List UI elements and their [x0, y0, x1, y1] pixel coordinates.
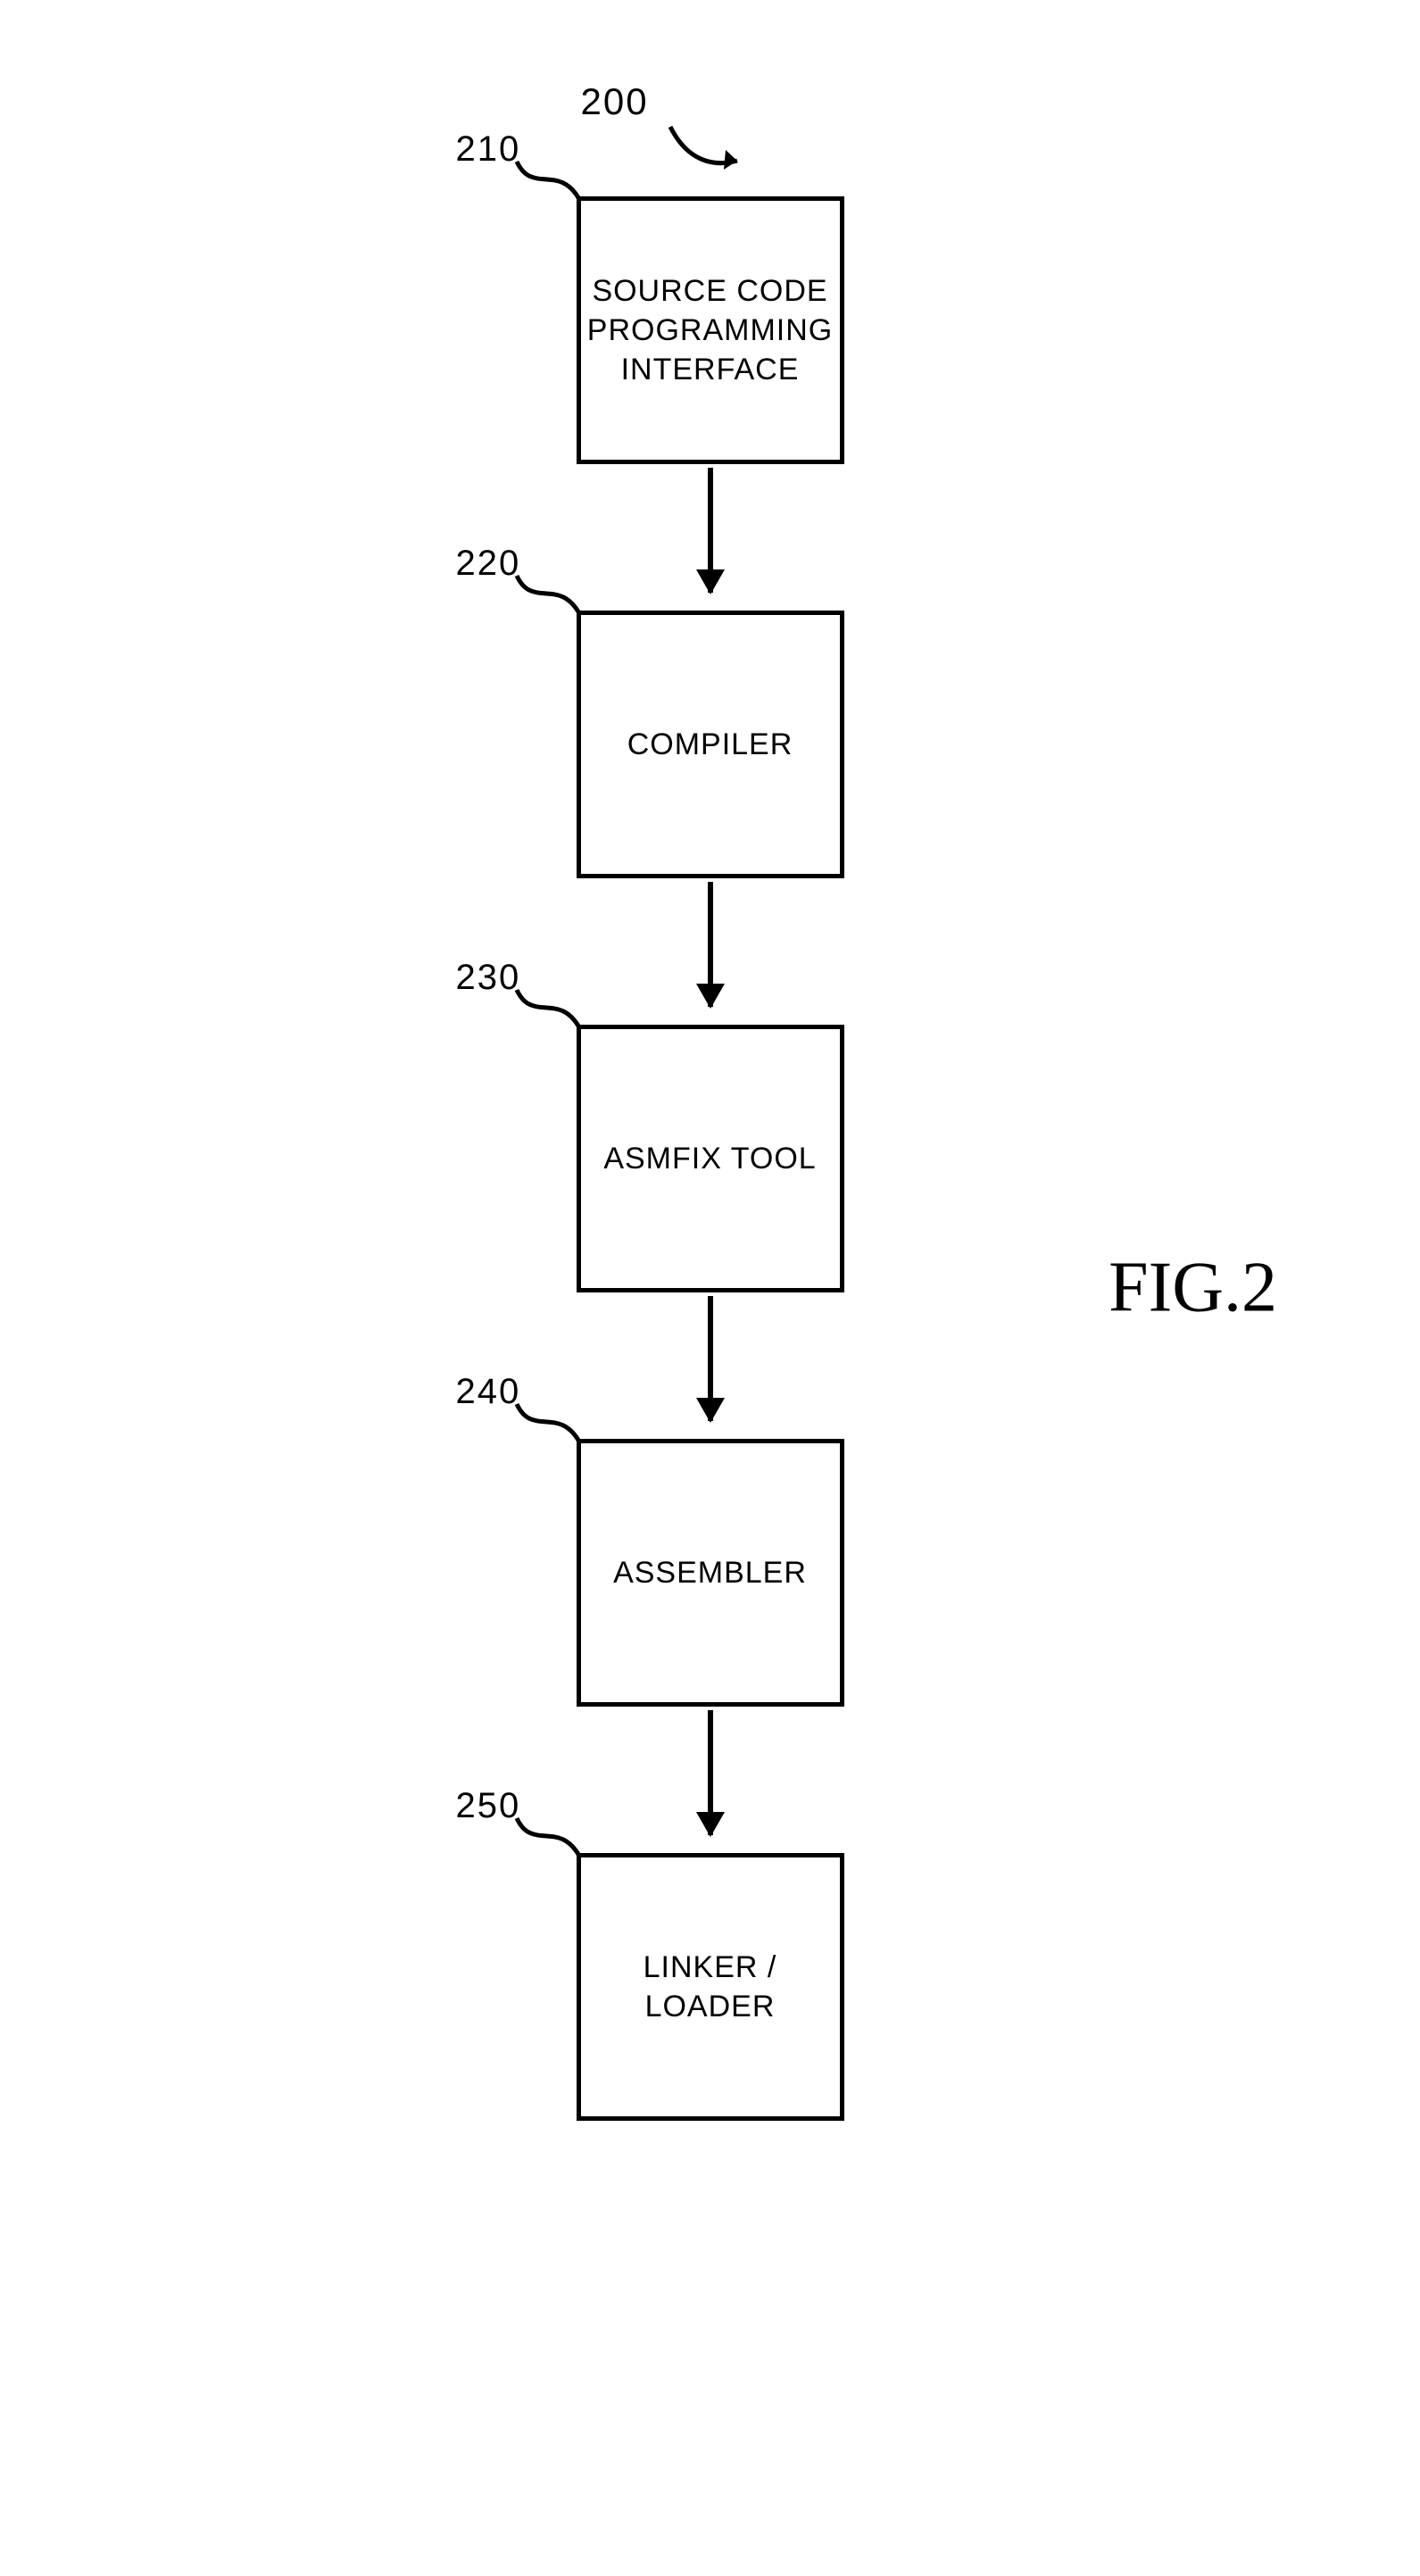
flow-arrow-icon	[708, 1296, 713, 1421]
node-label: SOURCE CODEPROGRAMMINGINTERFACE	[580, 271, 840, 390]
figure-label: FIG.2	[1109, 1248, 1277, 1329]
node-box: 220COMPILER	[577, 611, 844, 878]
reference-leader-icon	[510, 983, 590, 1036]
node-box: 210SOURCE CODEPROGRAMMINGINTERFACE	[577, 196, 844, 464]
reference-leader-icon	[510, 1811, 590, 1865]
group-reference: 200	[661, 80, 760, 180]
page: 200 210SOURCE CODEPROGRAMMINGINTERFACE 22…	[0, 0, 1420, 2576]
node-label: LINKER / LOADER	[581, 1948, 840, 2026]
flow-arrow-icon	[708, 1710, 713, 1835]
group-reference-number: 200	[581, 80, 649, 123]
node-label: ASMFIX TOOL	[596, 1139, 823, 1178]
flow-container: 210SOURCE CODEPROGRAMMINGINTERFACE 220COM…	[577, 196, 844, 2121]
reference-leader-icon	[510, 154, 590, 208]
group-reference-arrow-icon	[661, 118, 760, 180]
node-label: COMPILER	[620, 725, 801, 764]
node-box: 240ASSEMBLER	[577, 1439, 844, 1707]
flow-arrow-icon	[708, 468, 713, 593]
node-box: 250LINKER / LOADER	[577, 1853, 844, 2121]
node-box: 230ASMFIX TOOL	[577, 1025, 844, 1292]
reference-leader-icon	[510, 1397, 590, 1450]
node-label: ASSEMBLER	[606, 1553, 814, 1592]
flow-arrow-icon	[708, 882, 713, 1007]
reference-leader-icon	[510, 569, 590, 622]
